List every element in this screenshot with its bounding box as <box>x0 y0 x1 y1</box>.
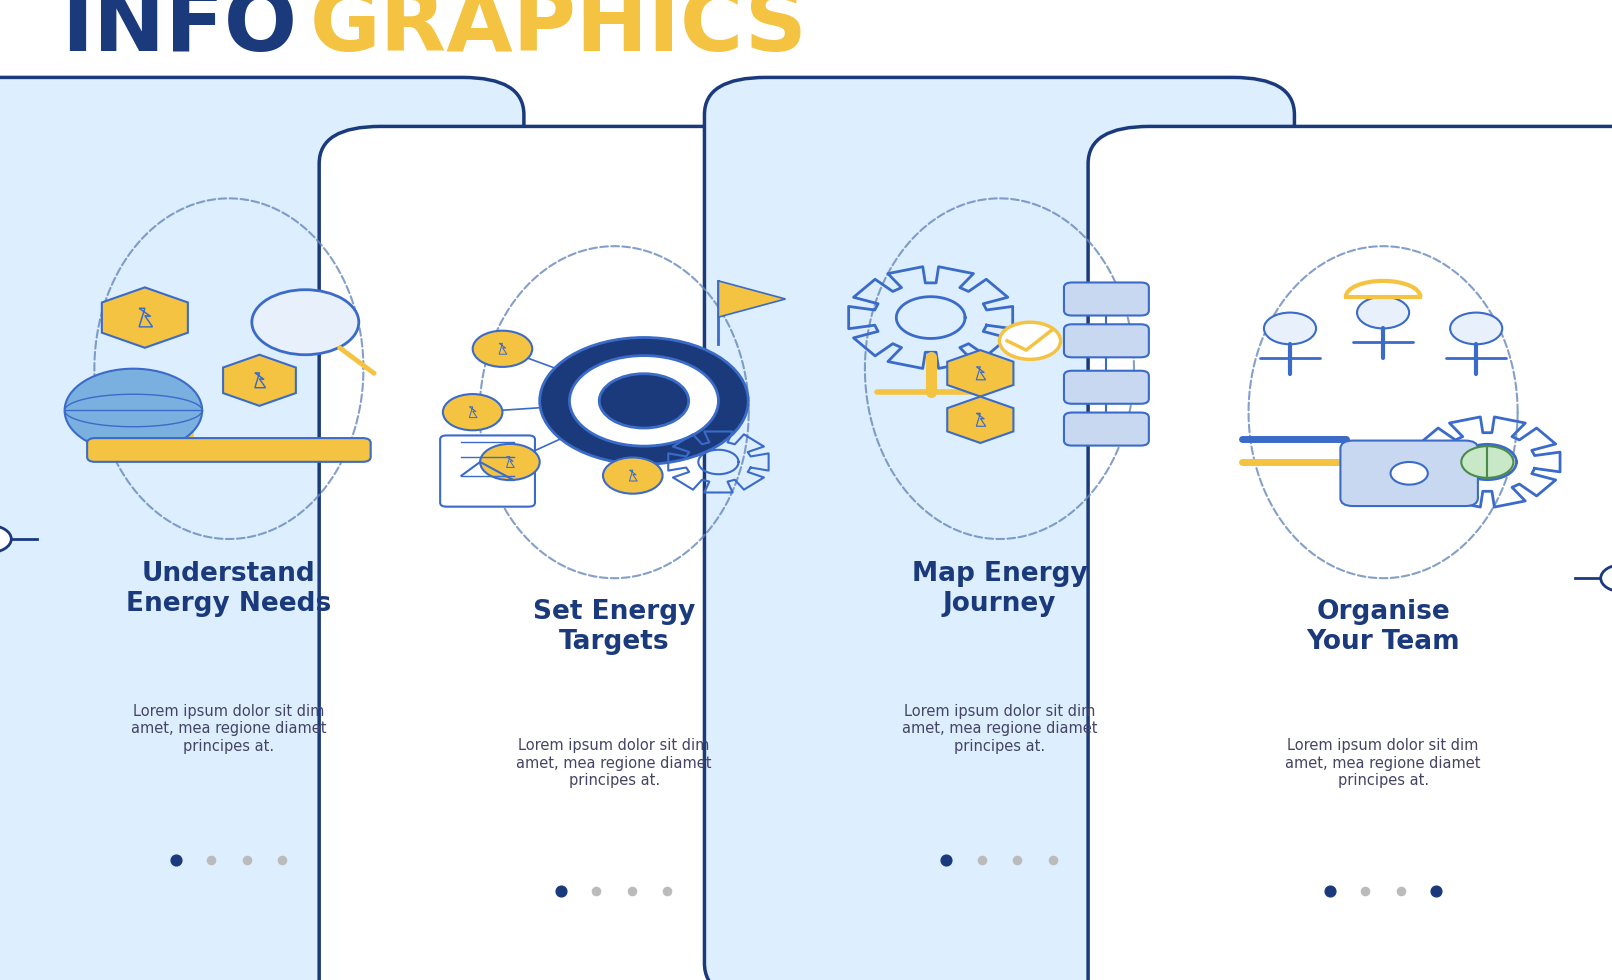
Polygon shape <box>506 457 514 467</box>
FancyBboxPatch shape <box>1064 324 1149 358</box>
FancyBboxPatch shape <box>440 435 535 507</box>
Circle shape <box>1357 297 1409 328</box>
FancyBboxPatch shape <box>1064 370 1149 404</box>
Polygon shape <box>255 372 266 388</box>
Point <box>619 884 645 900</box>
Point <box>269 853 295 868</box>
Circle shape <box>0 525 11 553</box>
FancyBboxPatch shape <box>87 438 371 462</box>
FancyBboxPatch shape <box>1064 282 1149 316</box>
Text: Lorem ipsum dolor sit dim
amet, mea regione diamet
principes at.: Lorem ipsum dolor sit dim amet, mea regi… <box>131 704 327 754</box>
Text: Set Energy
Targets: Set Energy Targets <box>534 599 695 656</box>
Circle shape <box>1601 564 1612 592</box>
FancyBboxPatch shape <box>56 102 324 125</box>
Circle shape <box>999 322 1061 360</box>
Circle shape <box>443 394 503 430</box>
Polygon shape <box>977 367 985 380</box>
Circle shape <box>603 458 663 494</box>
Circle shape <box>251 290 359 355</box>
Polygon shape <box>948 397 1014 443</box>
Point <box>198 853 224 868</box>
Point <box>163 853 189 868</box>
Circle shape <box>1451 313 1502 344</box>
Point <box>1040 853 1066 868</box>
Polygon shape <box>102 287 189 348</box>
Point <box>1004 853 1030 868</box>
Circle shape <box>600 373 688 428</box>
Polygon shape <box>469 407 477 417</box>
Point <box>933 853 959 868</box>
Circle shape <box>540 337 748 465</box>
Text: Lorem ipsum dolor sit dim
amet, mea regione diamet
principes at.: Lorem ipsum dolor sit dim amet, mea regi… <box>1285 738 1481 788</box>
FancyBboxPatch shape <box>1341 441 1478 506</box>
Text: Lorem ipsum dolor sit dim
amet, mea regione diamet
principes at.: Lorem ipsum dolor sit dim amet, mea regi… <box>516 738 713 788</box>
Point <box>1388 884 1414 900</box>
FancyBboxPatch shape <box>1088 126 1612 980</box>
Polygon shape <box>629 470 637 481</box>
Polygon shape <box>948 350 1014 397</box>
Point <box>1317 884 1343 900</box>
FancyBboxPatch shape <box>319 126 909 980</box>
Text: Map Energy
Journey: Map Energy Journey <box>911 562 1088 617</box>
Polygon shape <box>139 309 153 327</box>
Point <box>654 884 680 900</box>
Point <box>548 884 574 900</box>
Point <box>969 853 995 868</box>
Point <box>1423 884 1449 900</box>
Polygon shape <box>719 281 785 318</box>
FancyBboxPatch shape <box>704 77 1294 980</box>
Text: Understand
Energy Needs: Understand Energy Needs <box>126 562 332 617</box>
Point <box>584 884 609 900</box>
Circle shape <box>1462 446 1514 478</box>
Polygon shape <box>977 414 985 426</box>
Circle shape <box>569 356 719 446</box>
FancyBboxPatch shape <box>0 77 524 980</box>
Point <box>234 853 260 868</box>
Text: Organise
Your Team: Organise Your Team <box>1306 599 1460 656</box>
Circle shape <box>64 368 202 453</box>
Text: Lorem ipsum dolor sit dim
amet, mea regione diamet
principes at.: Lorem ipsum dolor sit dim amet, mea regi… <box>901 704 1098 754</box>
Text: INFO: INFO <box>61 0 297 69</box>
FancyBboxPatch shape <box>1064 413 1149 446</box>
Circle shape <box>480 444 540 480</box>
Polygon shape <box>500 343 506 354</box>
Circle shape <box>1391 462 1428 485</box>
Text: GRAPHICS: GRAPHICS <box>310 0 808 69</box>
Polygon shape <box>222 355 297 406</box>
Circle shape <box>472 330 532 367</box>
Circle shape <box>1264 313 1315 344</box>
Point <box>1352 884 1378 900</box>
